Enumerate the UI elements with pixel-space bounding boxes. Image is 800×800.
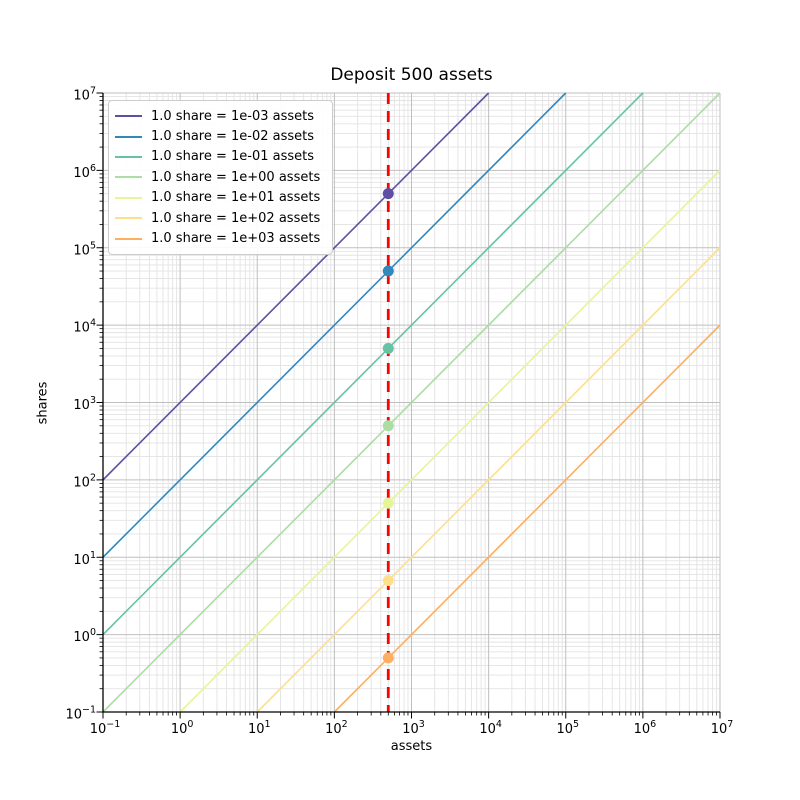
legend-label: 1.0 share = 1e-02 assets [151, 129, 315, 145]
svg-text:10−1: 10−1 [90, 719, 121, 737]
series-line-0 [102, 92, 490, 481]
series-line-4 [179, 169, 721, 713]
legend-label: 1.0 share = 1e+00 assets [151, 169, 321, 185]
series-line-2 [102, 92, 644, 636]
series-line-1 [102, 92, 567, 558]
legend-line-swatch [115, 196, 142, 199]
series-marker-4 [382, 497, 394, 509]
series-line-6 [333, 324, 721, 713]
series-marker-2 [382, 342, 394, 354]
svg-text:101: 101 [248, 719, 271, 737]
legend-line-swatch [115, 115, 142, 118]
svg-text:100: 100 [73, 627, 96, 645]
series-marker-3 [382, 420, 394, 432]
svg-text:106: 106 [73, 163, 96, 181]
series-lines [102, 92, 721, 713]
series-line-3 [102, 92, 721, 713]
legend-label: 1.0 share = 1e+02 assets [151, 210, 321, 226]
y-tick-labels: 10−1 100 101 102 103 104 105 106 107 [65, 86, 96, 723]
svg-text:102: 102 [325, 719, 348, 737]
legend-label: 1.0 share = 1e+01 assets [151, 190, 321, 206]
svg-text:105: 105 [556, 719, 579, 737]
legend-label: 1.0 share = 1e+03 assets [151, 231, 321, 247]
svg-text:104: 104 [73, 318, 96, 336]
series-marker-5 [382, 575, 394, 587]
series-marker-0 [382, 188, 394, 200]
legend-label: 1.0 share = 1e-03 assets [151, 108, 315, 124]
legend-entry: 1.0 share = 1e+02 assets [115, 208, 320, 228]
svg-text:105: 105 [73, 240, 96, 258]
y-axis-label: shares [35, 381, 51, 425]
legend-line-swatch [115, 155, 142, 158]
legend-line-swatch [115, 217, 142, 220]
svg-text:10−1: 10−1 [65, 705, 96, 723]
series-marker-6 [382, 652, 394, 664]
legend-entry: 1.0 share = 1e+01 assets [115, 188, 320, 208]
svg-text:104: 104 [479, 719, 502, 737]
x-tick-labels: 10−1 100 101 102 103 104 105 106 107 [90, 719, 734, 737]
svg-text:101: 101 [73, 550, 96, 568]
legend-line-swatch [115, 176, 142, 179]
legend-label: 1.0 share = 1e-01 assets [151, 149, 315, 165]
legend-entry: 1.0 share = 1e-03 assets [115, 106, 320, 126]
svg-text:103: 103 [73, 395, 96, 413]
legend: 1.0 share = 1e-03 assets 1.0 share = 1e-… [108, 100, 334, 255]
series-markers [382, 188, 394, 664]
x-axis-label: assets [390, 739, 433, 754]
series-marker-1 [382, 265, 394, 277]
legend-line-swatch [115, 135, 142, 138]
legend-entry: 1.0 share = 1e+00 assets [115, 167, 320, 187]
legend-entry: 1.0 share = 1e-02 assets [115, 126, 320, 146]
legend-entry: 1.0 share = 1e-01 assets [115, 147, 320, 167]
svg-text:106: 106 [634, 719, 657, 737]
svg-text:107: 107 [711, 719, 734, 737]
axis-ticks [96, 92, 721, 719]
legend-line-swatch [115, 237, 142, 240]
svg-text:107: 107 [73, 86, 96, 104]
series-line-5 [256, 247, 721, 713]
svg-text:100: 100 [171, 719, 194, 737]
chart-title: Deposit 500 assets [330, 65, 493, 85]
svg-text:102: 102 [73, 472, 96, 490]
svg-text:103: 103 [402, 719, 425, 737]
legend-entry: 1.0 share = 1e+03 assets [115, 228, 320, 248]
